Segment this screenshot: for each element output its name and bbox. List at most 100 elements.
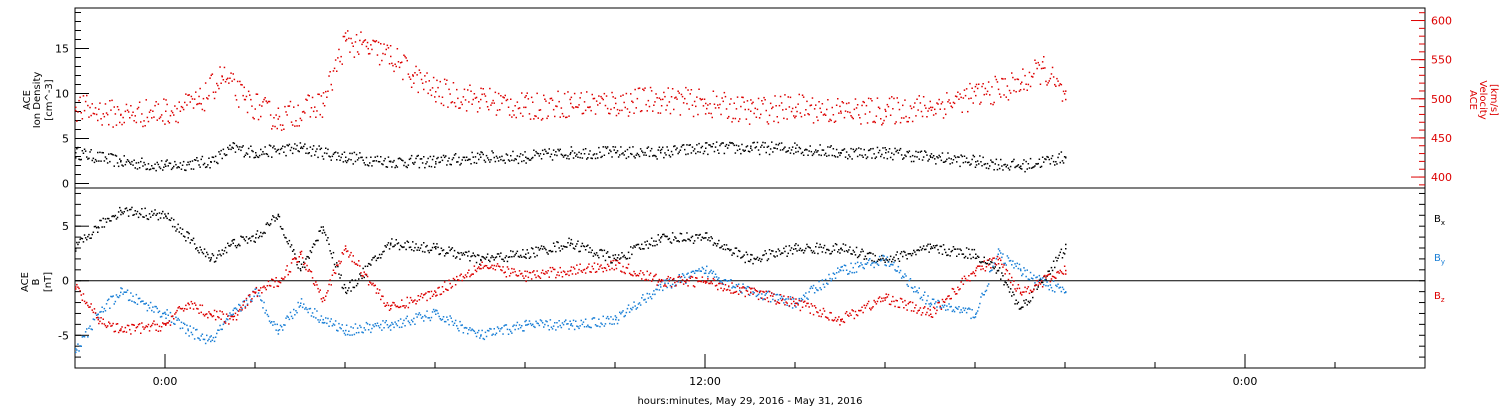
- top-data-point: [579, 156, 581, 159]
- top-data-point: [1035, 163, 1037, 165]
- top-data-point: [790, 149, 793, 151]
- bottom-data-point: [984, 270, 987, 272]
- top-data-point: [952, 159, 955, 161]
- bottom-data-point: [533, 325, 535, 328]
- bottom-data-point: [548, 329, 550, 331]
- top-data-point: [255, 93, 258, 95]
- bottom-data-point: [619, 262, 621, 264]
- bottom-data-point: [588, 326, 590, 328]
- top-data-point: [910, 107, 913, 110]
- top-data-point: [847, 157, 849, 160]
- bottom-data-point: [736, 285, 739, 287]
- top-data-point: [572, 157, 575, 159]
- bottom-data-point: [184, 323, 186, 326]
- bottom-data-point: [264, 287, 266, 289]
- bottom-data-point: [586, 267, 588, 270]
- bottom-data-point: [435, 313, 437, 315]
- top-data-point: [500, 158, 502, 161]
- bottom-data-point: [909, 301, 912, 303]
- top-data-point: [744, 149, 746, 152]
- bottom-data-point: [1029, 271, 1032, 274]
- top-data-point: [122, 116, 124, 119]
- bottom-data-point: [244, 307, 247, 309]
- top-data-point: [913, 160, 915, 163]
- top-data-point: [1022, 163, 1024, 165]
- top-data-point: [138, 167, 141, 169]
- top-data-point: [437, 156, 439, 159]
- top-data-point: [211, 73, 214, 75]
- bottom-data-point: [457, 327, 459, 330]
- bottom-data-point: [915, 304, 917, 306]
- bottom-data-point: [75, 250, 77, 252]
- bottom-data-point: [925, 303, 927, 305]
- top-data-point: [1034, 59, 1036, 61]
- top-data-point: [763, 146, 765, 148]
- bottom-data-point: [345, 248, 347, 250]
- bottom-data-point: [361, 274, 363, 277]
- bottom-data-point: [758, 291, 761, 294]
- bottom-data-point: [717, 243, 719, 245]
- bottom-data-point: [297, 301, 299, 304]
- top-data-point: [485, 154, 488, 157]
- top-data-point: [122, 165, 124, 167]
- bottom-data-point: [518, 324, 521, 326]
- top-data-point: [934, 158, 936, 160]
- bottom-data-point: [772, 298, 774, 301]
- top-data-point: [592, 97, 595, 100]
- bottom-data-point: [512, 325, 514, 328]
- top-data-point: [922, 156, 925, 158]
- bottom-data-point: [239, 244, 241, 247]
- top-data-point: [114, 113, 117, 115]
- bottom-data-point: [142, 300, 144, 302]
- bottom-data-point: [902, 255, 904, 258]
- top-data-point: [614, 97, 617, 99]
- bottom-data-point: [425, 246, 427, 248]
- top-data-point: [398, 66, 401, 69]
- top-data-point: [740, 105, 742, 108]
- top-data-point: [255, 154, 258, 157]
- bottom-data-point: [482, 337, 484, 340]
- top-data-point: [1061, 100, 1064, 102]
- top-data-point: [555, 105, 557, 107]
- bottom-data-point: [809, 287, 811, 290]
- bottom-data-point: [186, 308, 188, 310]
- top-data-point: [389, 45, 392, 47]
- top-data-point: [301, 111, 304, 113]
- top-data-point: [366, 41, 369, 44]
- bottom-data-point: [633, 270, 635, 273]
- top-data-point: [480, 87, 482, 90]
- bottom-data-point: [801, 249, 804, 251]
- top-data-point: [212, 156, 215, 159]
- bottom-data-point: [245, 236, 248, 238]
- top-data-point: [505, 99, 508, 102]
- bottom-data-point: [485, 335, 488, 338]
- bottom-data-point: [588, 263, 590, 265]
- bottom-data-point: [695, 234, 697, 236]
- top-data-point: [834, 156, 837, 158]
- top-data-point: [119, 158, 121, 160]
- bottom-data-point: [919, 246, 922, 248]
- top-data-point: [514, 158, 516, 160]
- bottom-data-point: [330, 318, 332, 320]
- top-data-point: [885, 149, 887, 151]
- top-data-point: [582, 112, 585, 115]
- bottom-data-point: [639, 304, 642, 306]
- legend-subscript: y: [1441, 258, 1445, 266]
- bottom-data-point: [544, 247, 546, 250]
- top-data-point: [787, 96, 789, 98]
- bottom-data-point: [367, 284, 370, 286]
- bottom-data-point: [149, 325, 152, 328]
- bottom-data-point: [279, 281, 282, 284]
- bottom-data-point: [212, 254, 215, 257]
- bottom-data-point: [904, 299, 906, 302]
- bottom-data-point: [363, 271, 365, 273]
- bottom-data-point: [202, 313, 205, 316]
- top-data-point: [452, 157, 455, 159]
- top-data-point: [1028, 71, 1031, 74]
- top-data-point: [769, 102, 772, 105]
- bottom-data-point: [111, 324, 113, 327]
- bottom-data-point: [935, 301, 937, 303]
- bottom-data-point: [156, 212, 158, 215]
- bottom-data-point: [203, 248, 206, 250]
- top-data-point: [1016, 165, 1018, 167]
